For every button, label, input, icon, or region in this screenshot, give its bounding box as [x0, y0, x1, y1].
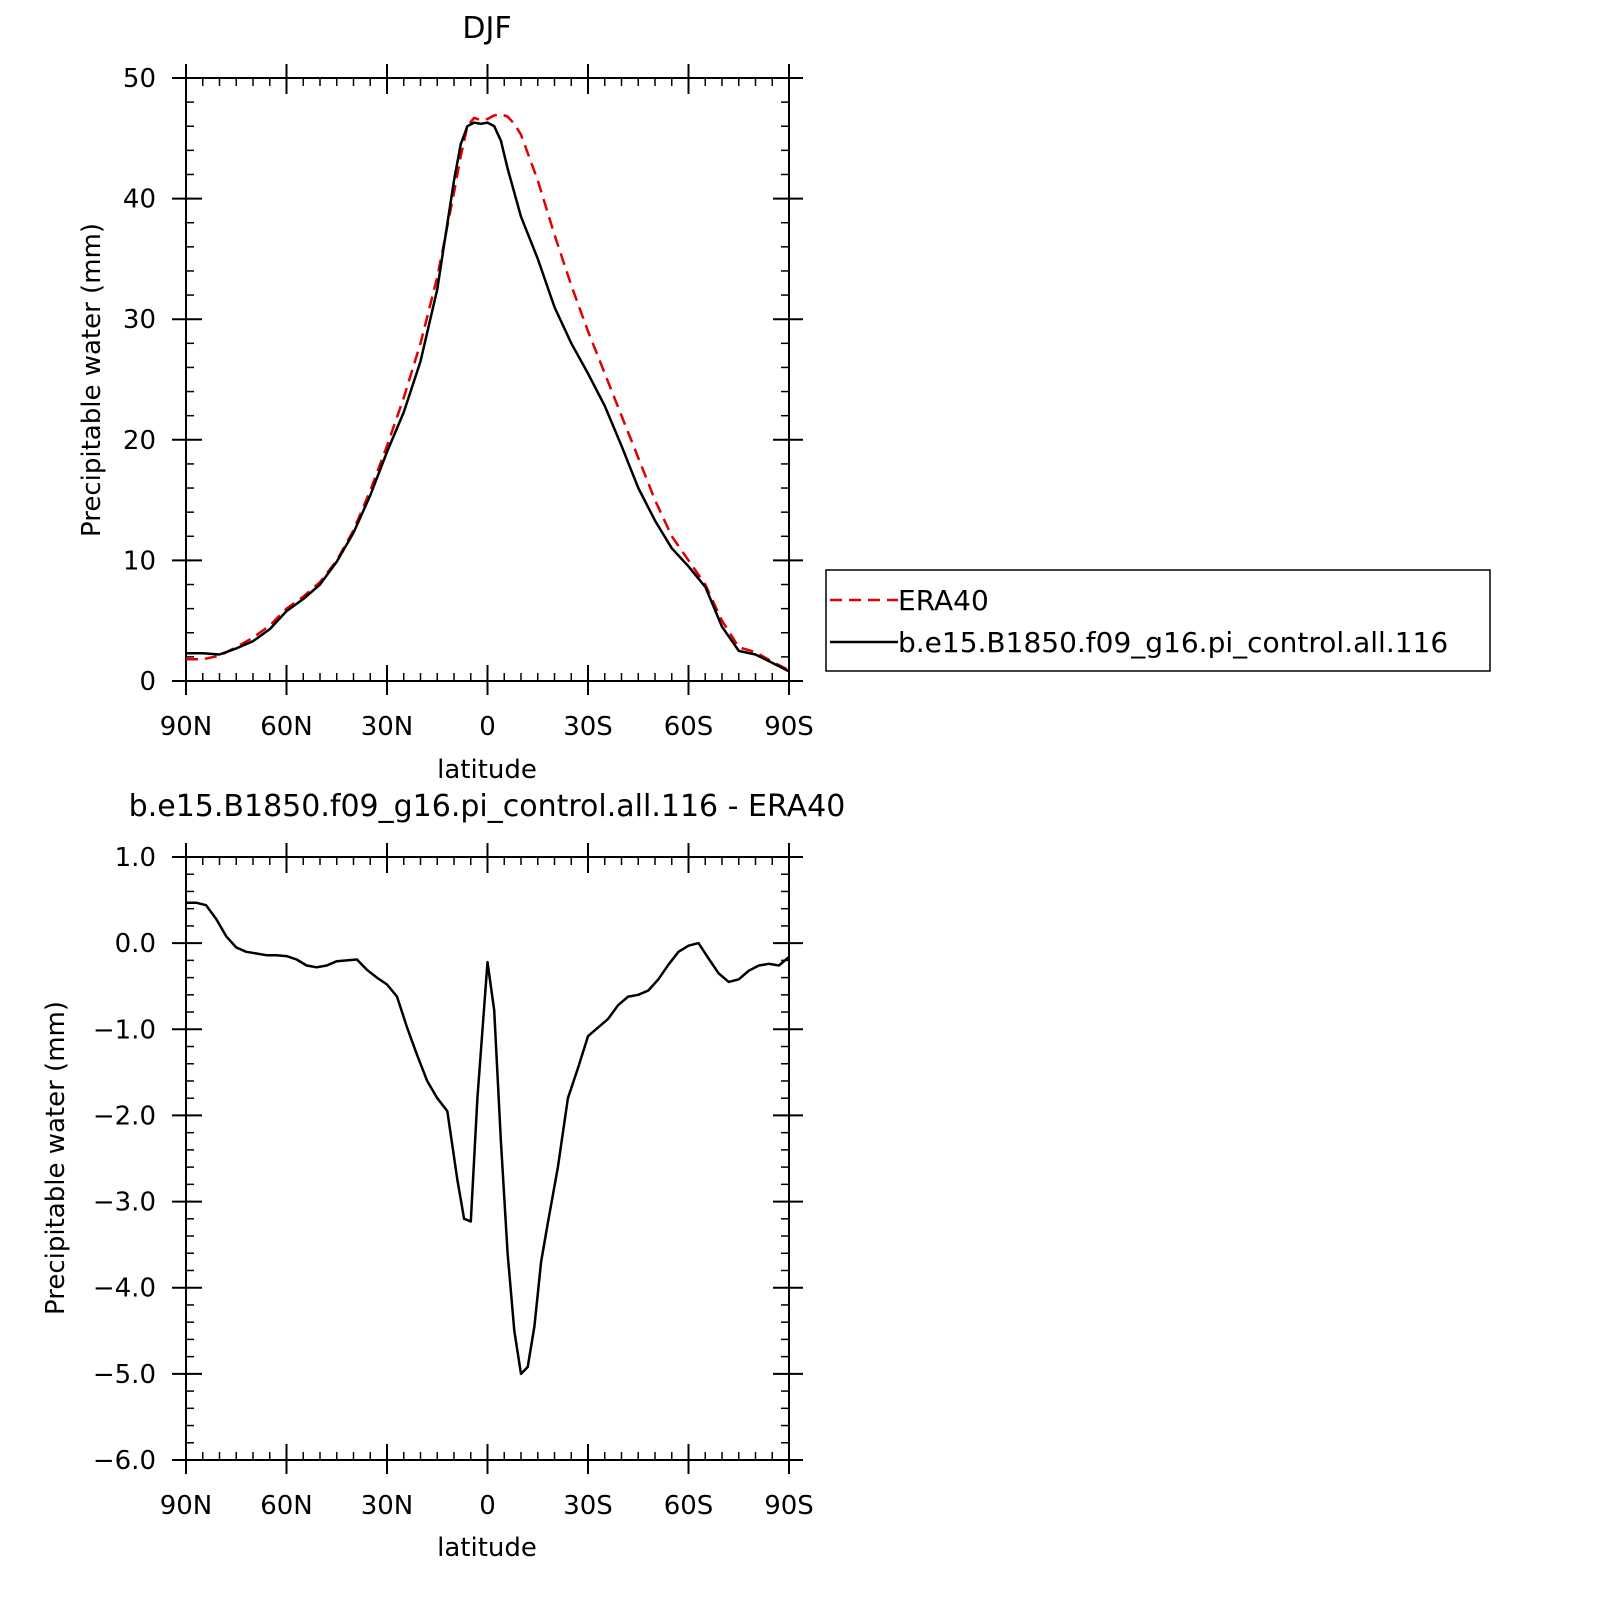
- top-y-tick-label: 20: [123, 426, 156, 456]
- top-axes: 90N 60N 30N 0 30S 60S 90S 0 10 20 30 40 50: [123, 64, 814, 742]
- top-y-tick-label: 50: [123, 64, 156, 94]
- top-y-axis-label: Precipitable water (mm): [77, 223, 107, 537]
- bottom-y-tick-label: 1.0: [115, 843, 156, 873]
- bottom-y-tick-label: −6.0: [93, 1446, 156, 1476]
- bottom-y-tick-label: −4.0: [93, 1274, 156, 1304]
- top-series-group: [186, 112, 790, 673]
- top-x-tick-label: 30N: [361, 712, 414, 742]
- bottom-series-group: [186, 901, 790, 1376]
- top-y-tick-label: 40: [123, 185, 156, 215]
- legend-box: [825, 569, 1491, 672]
- bottom-chart-title: b.e15.B1850.f09_g16.pi_control.all.116 -…: [129, 789, 846, 824]
- legend-label-era40: ERA40: [898, 584, 989, 617]
- bottom-x-tick-label: 90S: [764, 1491, 814, 1521]
- bottom-axes: 90N 60N 30N 0 30S 60S 90S 1.0 0.0 −1.0 −2.0 −3.0 −4.…: [93, 843, 814, 1521]
- top-chart-title: DJF: [462, 11, 511, 46]
- bottom-plot-frame: [185, 856, 790, 1461]
- top-series-line-model: [186, 121, 790, 673]
- top-x-tick-label: 60S: [664, 712, 714, 742]
- bottom-y-tick-label: −5.0: [93, 1360, 156, 1390]
- top-series-line-era40: [186, 112, 790, 672]
- top-x-tick-label: 60N: [260, 712, 313, 742]
- bottom-y-tick-label: −3.0: [93, 1188, 156, 1218]
- bottom-panel: b.e15.B1850.f09_g16.pi_control.all.116 -…: [41, 789, 845, 1563]
- top-plot-frame: [185, 77, 790, 682]
- top-x-axis-label: latitude: [437, 755, 537, 785]
- top-y-tick-label: 0: [139, 667, 156, 697]
- bottom-x-axis-label: latitude: [437, 1533, 537, 1563]
- bottom-y-tick-label: −2.0: [93, 1101, 156, 1131]
- top-y-tick-label: 10: [123, 546, 156, 576]
- top-x-tick-label: 30S: [563, 712, 613, 742]
- top-x-tick-label: 90N: [160, 712, 213, 742]
- legend: ERA40 b.e15.B1850.f09_g16.pi_control.all…: [825, 569, 1491, 672]
- top-x-tick-label: 0: [479, 712, 496, 742]
- bottom-y-tick-label: −1.0: [93, 1015, 156, 1045]
- bottom-x-tick-label: 60N: [260, 1491, 313, 1521]
- bottom-x-tick-label: 0: [479, 1491, 496, 1521]
- top-panel: DJF 90N 60N 30N 0 30S 60S 90S 0 10 20 30 40 50 latit…: [77, 11, 814, 785]
- bottom-x-tick-label: 30N: [361, 1491, 414, 1521]
- bottom-x-tick-label: 60S: [664, 1491, 714, 1521]
- bottom-x-tick-label: 90N: [160, 1491, 213, 1521]
- bottom-x-tick-label: 30S: [563, 1491, 613, 1521]
- top-y-tick-label: 30: [123, 305, 156, 335]
- bottom-series-line-difference: [186, 901, 790, 1376]
- bottom-y-axis-label: Precipitable water (mm): [41, 1001, 71, 1315]
- bottom-y-tick-label: 0.0: [115, 929, 156, 959]
- top-x-tick-label: 90S: [764, 712, 814, 742]
- legend-label-model: b.e15.B1850.f09_g16.pi_control.all.116: [898, 626, 1448, 659]
